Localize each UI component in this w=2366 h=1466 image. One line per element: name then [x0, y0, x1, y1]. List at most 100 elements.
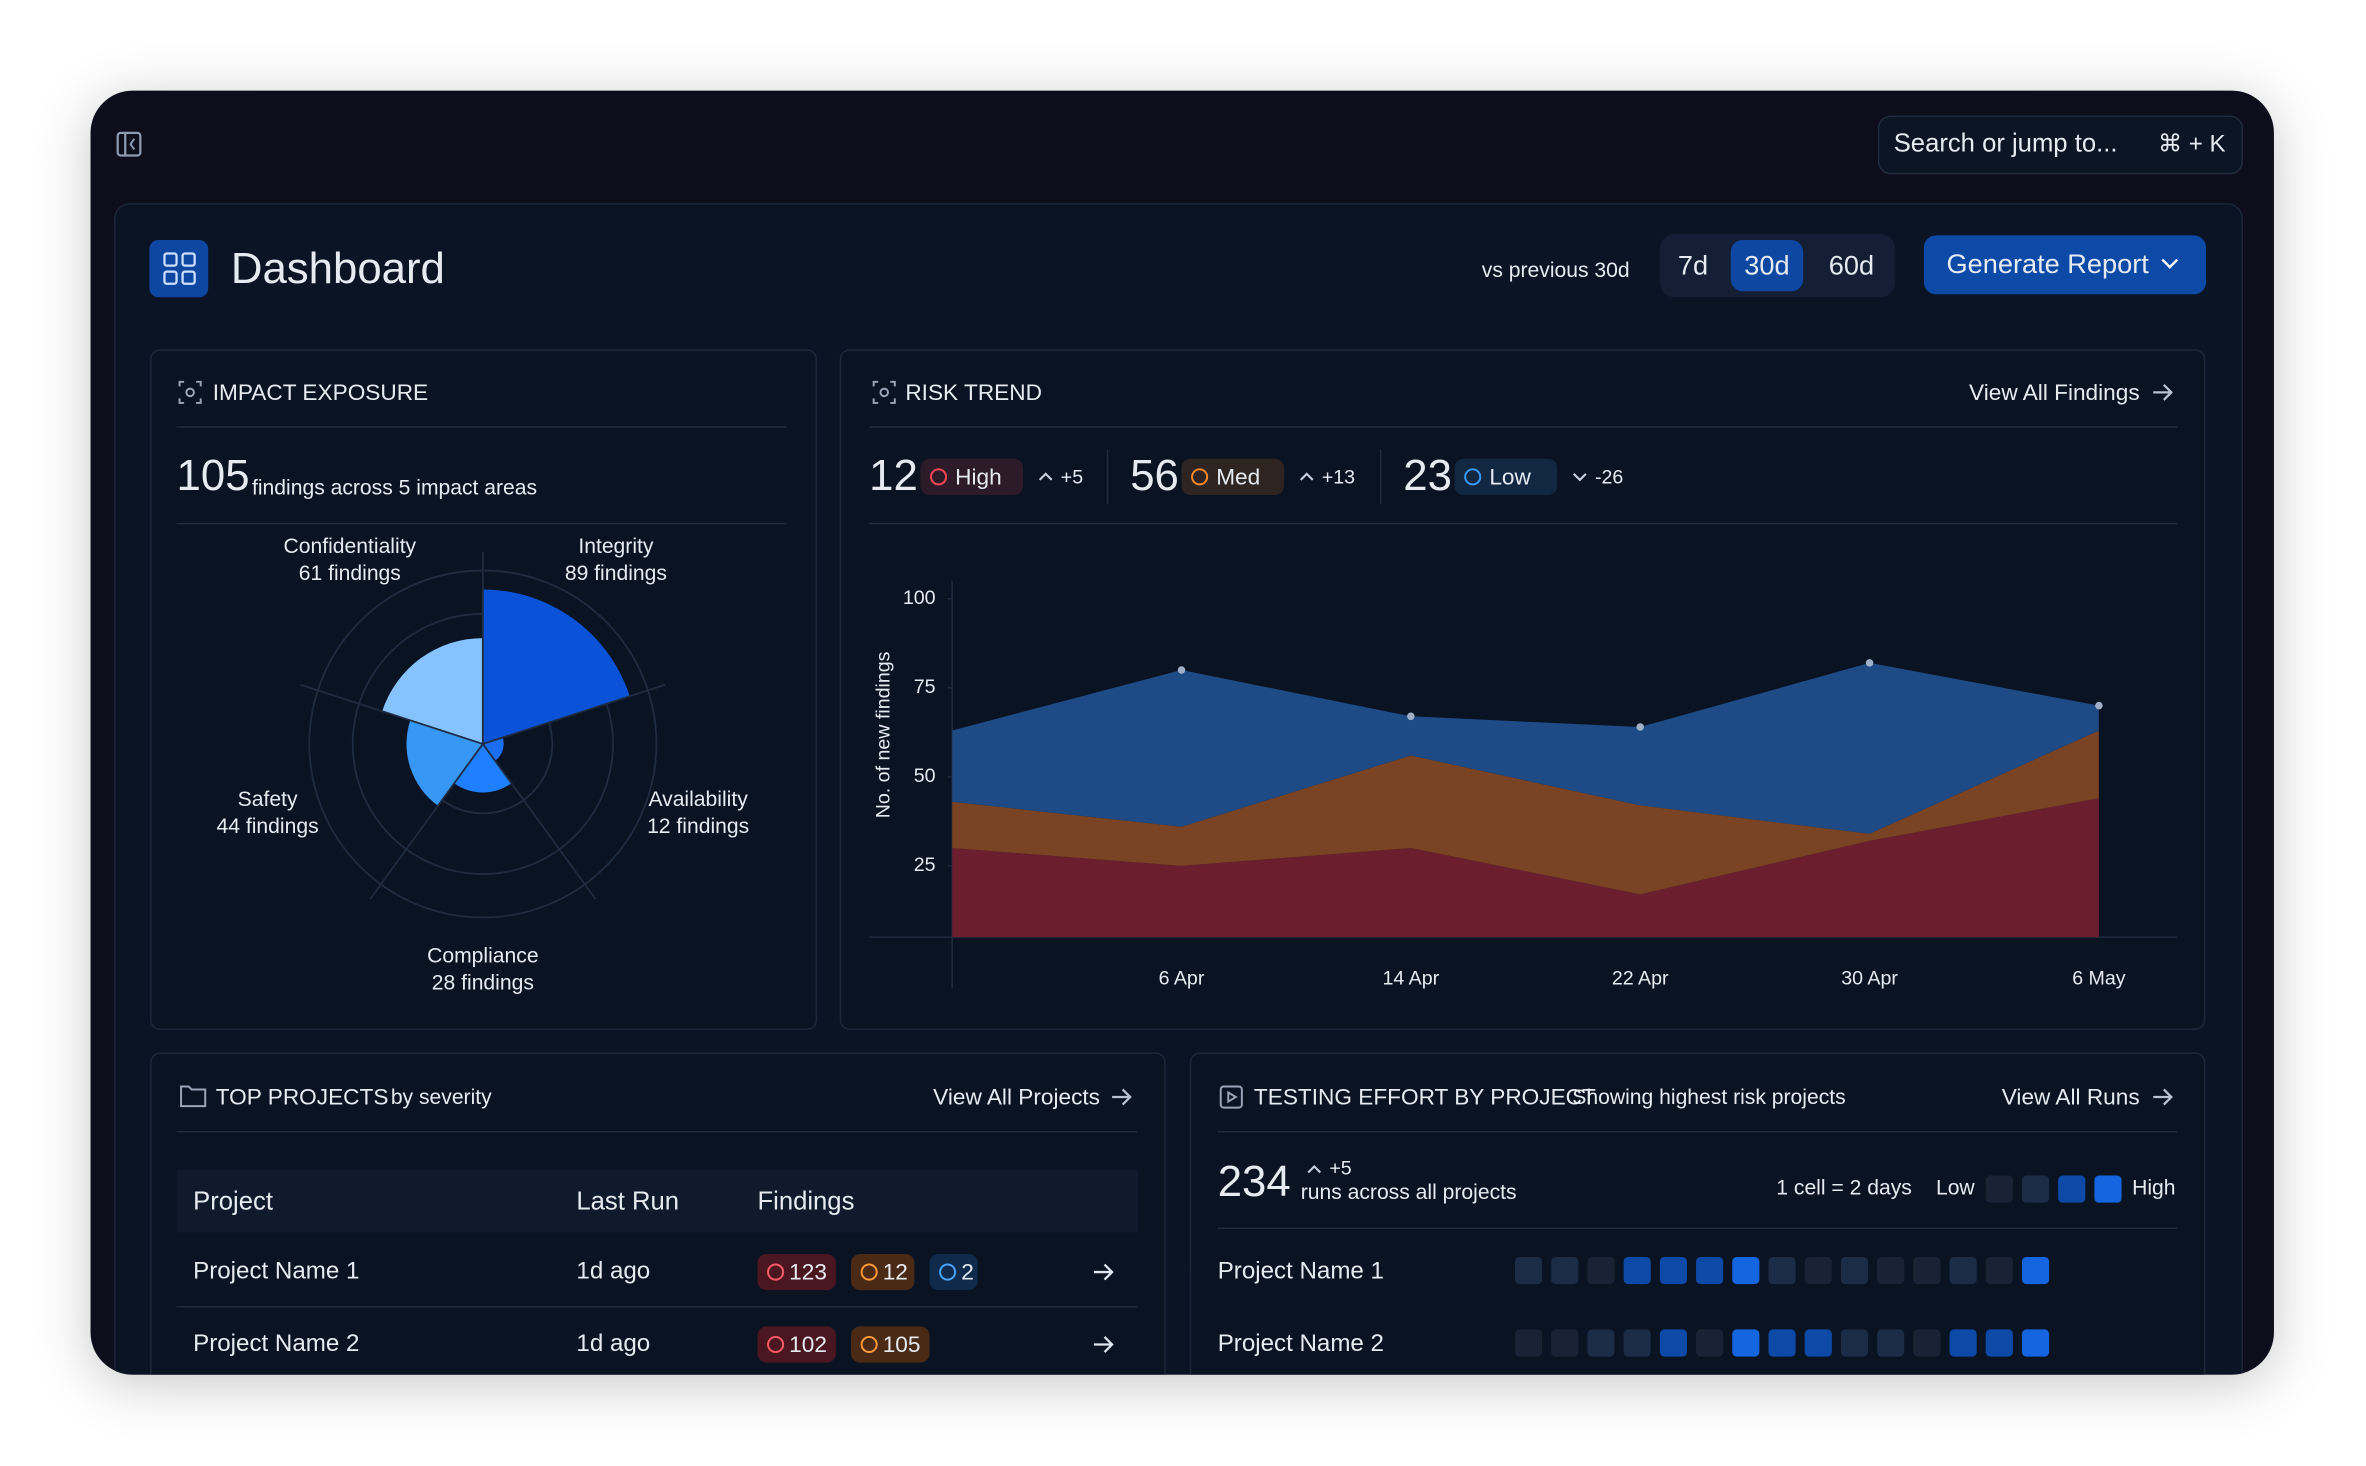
y-tick-label: 100 — [903, 587, 936, 609]
project-name: Project Name 2 — [193, 1330, 359, 1357]
project-name: Project Name 1 — [1218, 1257, 1384, 1284]
search-placeholder: Search or jump to... — [1894, 130, 2118, 158]
x-tick-label: 6 Apr — [1159, 968, 1205, 990]
finding-count: 102 — [789, 1332, 827, 1357]
card-title: RISK TREND — [905, 380, 1042, 405]
sidebar-toggle[interactable] — [116, 131, 142, 157]
heat-cell — [1949, 1329, 1977, 1357]
heat-cell — [1768, 1256, 1796, 1285]
arrow-icon[interactable] — [1093, 1336, 1114, 1353]
severity-badge — [1454, 458, 1558, 495]
polar-slice — [406, 720, 483, 806]
arrow-icon[interactable] — [1112, 1088, 1132, 1106]
polar-category: Integrity — [578, 535, 654, 558]
heat-cell — [1877, 1256, 1905, 1285]
severity-label: Med — [1216, 464, 1260, 489]
finding-count: 2 — [961, 1260, 974, 1285]
heat-cell — [2021, 1256, 2050, 1285]
range-option[interactable]: 7d — [1678, 249, 1708, 280]
comparison-label: vs previous 30d — [1482, 259, 1630, 282]
heat-cell — [1804, 1329, 1832, 1357]
last-run: 1d ago — [576, 1330, 650, 1357]
polar-category: Safety — [238, 788, 298, 811]
y-tick-label: 75 — [914, 676, 936, 698]
range-option[interactable]: 30d — [1744, 249, 1789, 280]
column-header: Findings — [757, 1187, 854, 1215]
heat-cell — [1514, 1256, 1543, 1285]
heat-cell — [1659, 1256, 1687, 1285]
finding-icon — [939, 1263, 957, 1281]
generate-report-button[interactable] — [1923, 235, 2207, 295]
view-link[interactable]: View All Findings — [1969, 380, 2140, 405]
heat-cell — [1985, 1256, 2013, 1285]
table-header-band — [176, 1169, 1138, 1233]
total-label: runs across all projects — [1301, 1181, 1517, 1204]
stat-value: 23 — [1403, 451, 1452, 500]
generate-report-label: Generate Report — [1947, 248, 2150, 279]
data-point — [1407, 712, 1415, 721]
view-link[interactable]: View All Runs — [2002, 1085, 2140, 1110]
dropdown-chevron — [2161, 258, 2179, 269]
dividers — [176, 426, 2178, 1308]
project-name: Project Name 1 — [193, 1257, 359, 1284]
card-title: IMPACT EXPOSURE — [213, 380, 428, 405]
y-tick-label: 25 — [914, 854, 936, 876]
last-run: 1d ago — [576, 1257, 650, 1284]
heat-cell — [1551, 1256, 1579, 1285]
dashboard-icon — [149, 239, 209, 298]
finding-count: 123 — [789, 1260, 827, 1285]
heat-cell — [1949, 1256, 1977, 1285]
y-axis-label: No. of new findings — [872, 651, 894, 818]
x-tick-label: 22 Apr — [1612, 968, 1669, 990]
heat-cell — [1551, 1329, 1579, 1357]
polar-value-label: 44 findings — [217, 815, 319, 838]
polar-spoke — [369, 743, 484, 900]
card-subtitle: by severity — [391, 1086, 492, 1109]
arrow-icon[interactable] — [2153, 384, 2173, 401]
total-label: findings across 5 impact areas — [252, 477, 537, 500]
finding-count: 12 — [883, 1260, 908, 1285]
polar-value-label: 28 findings — [432, 971, 534, 994]
total-value: 234 — [1218, 1157, 1291, 1206]
severity-badge — [920, 458, 1024, 495]
polar-value-label: 61 findings — [299, 562, 401, 585]
search-box[interactable] — [1877, 115, 2244, 175]
polar-spoke — [482, 743, 597, 900]
range-selected — [1730, 239, 1804, 292]
data-point — [1865, 659, 1874, 667]
severity-label: Low — [1489, 464, 1531, 489]
trend-up-icon — [1299, 472, 1314, 481]
polar-slice — [454, 743, 512, 793]
legend-swatch — [2094, 1175, 2122, 1203]
data-point — [1177, 666, 1186, 674]
arrow-icon[interactable] — [2153, 1088, 2173, 1106]
polar-spoke — [482, 683, 666, 745]
x-tick-label: 14 Apr — [1382, 968, 1439, 990]
range-option[interactable]: 60d — [1829, 249, 1874, 280]
heat-cell — [1768, 1329, 1796, 1357]
column-header: Project — [193, 1187, 273, 1215]
stat-value: 56 — [1130, 451, 1179, 500]
stat-delta: +5 — [1061, 467, 1083, 489]
legend-low: Low — [1936, 1177, 1975, 1200]
arrow-icon[interactable] — [1093, 1263, 1114, 1281]
card-subtitle: Showing highest risk projects — [1572, 1086, 1845, 1109]
heat-cell — [1623, 1329, 1651, 1357]
view-link[interactable]: View All Projects — [933, 1085, 1100, 1110]
polar-slice — [482, 737, 504, 761]
polar-value-label: 89 findings — [565, 562, 667, 585]
severity-icon — [1191, 468, 1209, 486]
finding-icon — [767, 1263, 785, 1281]
project-name: Project Name 2 — [1218, 1330, 1384, 1357]
trend-up-icon — [1307, 1164, 1322, 1174]
area-series — [952, 798, 2099, 938]
severity-badge — [1181, 458, 1285, 495]
heat-cell — [1985, 1329, 2013, 1357]
finding-icon — [860, 1335, 878, 1354]
card-title: TOP PROJECTS — [216, 1085, 389, 1110]
heat-cell — [1840, 1256, 1869, 1285]
trend-down-icon — [1573, 473, 1587, 482]
heat-cell — [1623, 1256, 1651, 1285]
finding-badge — [851, 1253, 915, 1291]
